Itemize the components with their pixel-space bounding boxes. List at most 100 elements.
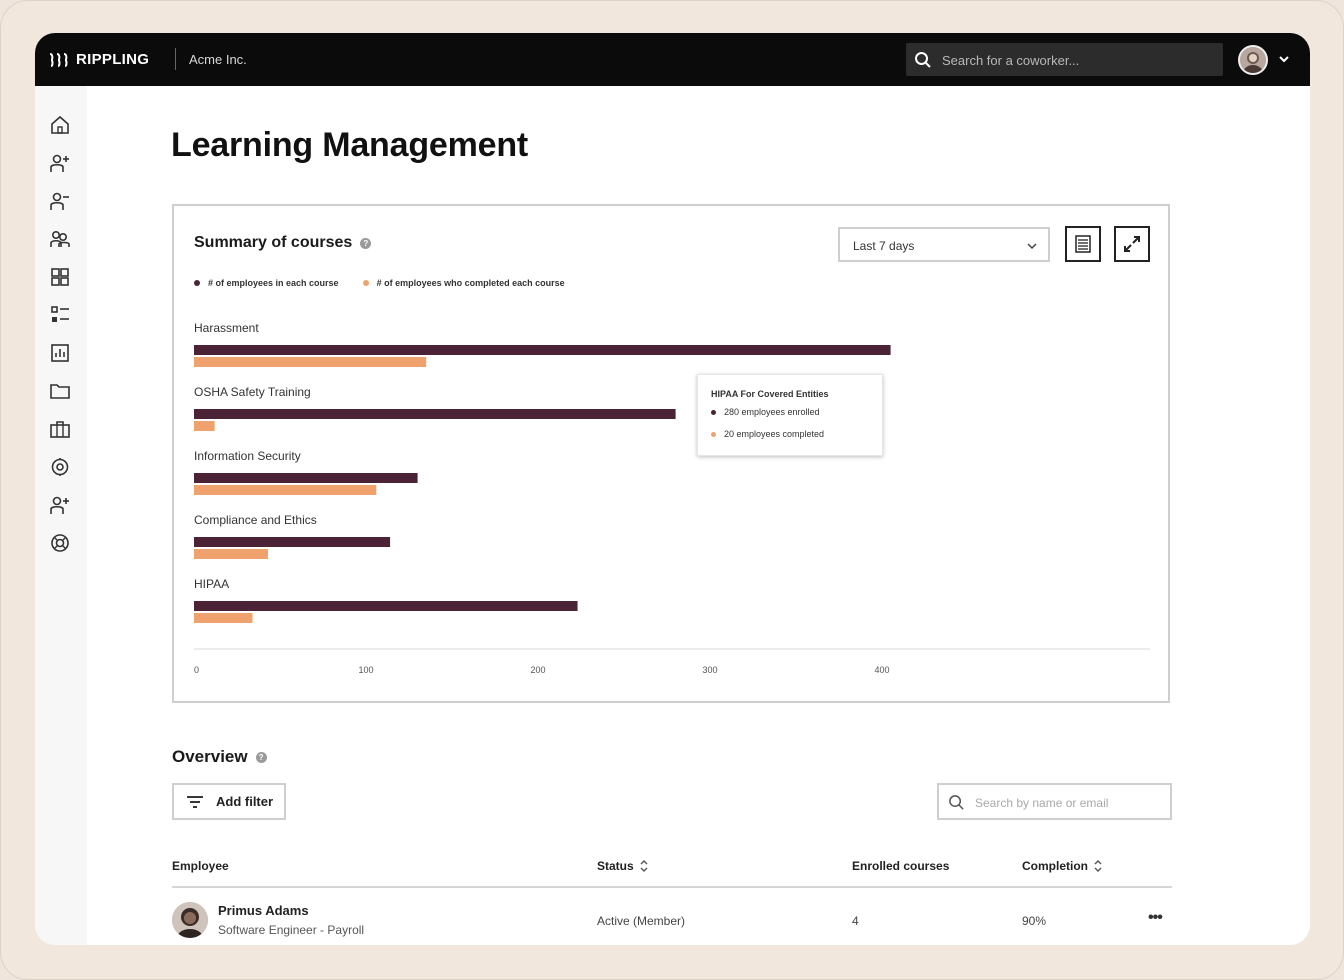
- column-header-employee-label: Employee: [172, 859, 229, 873]
- category-label-compliance-and-ethics: Compliance and Ethics: [194, 513, 317, 527]
- chevron-down-icon[interactable]: [1278, 53, 1290, 65]
- bar-enrolled-compliance-and-ethics[interactable]: [194, 537, 391, 547]
- info-icon[interactable]: ?: [360, 237, 372, 249]
- date-range-value: Last 7 days: [853, 239, 915, 253]
- add-filter-label: Add filter: [216, 794, 274, 809]
- user-photo-icon: [1240, 47, 1266, 73]
- legend-dot-enrolled: [194, 280, 200, 286]
- user-avatar[interactable]: [1238, 45, 1268, 75]
- search-icon: [915, 52, 931, 68]
- add-person-icon[interactable]: [49, 494, 71, 516]
- app-window: RIPPLING Acme Inc.: [35, 33, 1310, 945]
- list-view-icon: [1075, 235, 1091, 253]
- coworker-search: [906, 43, 1223, 76]
- employee-search: [937, 783, 1172, 820]
- course-bar-chart: Harassment OSHA Safety Training Informatio…: [194, 321, 1150, 675]
- overview-title: Overview ?: [172, 747, 267, 767]
- column-header-completion[interactable]: Completion: [1022, 859, 1102, 873]
- column-header-status[interactable]: Status: [597, 859, 648, 873]
- filter-icon: [187, 795, 203, 808]
- info-icon[interactable]: ?: [255, 751, 267, 763]
- column-header-status-label: Status: [597, 859, 634, 873]
- x-tick-label-0: 0: [194, 665, 199, 675]
- bar-enrolled-information-security[interactable]: [194, 473, 418, 483]
- bar-completed-hipaa[interactable]: [194, 613, 253, 623]
- tooltip-dot-completed: [711, 431, 716, 437]
- tooltip-dot-enrolled: [711, 409, 716, 415]
- chart-legend: # of employees in each course # of emplo…: [194, 278, 565, 288]
- x-tick-label-200: 200: [530, 665, 545, 675]
- company-name: Acme Inc.: [189, 52, 247, 67]
- bar-enrolled-hipaa[interactable]: [194, 601, 578, 611]
- employee-search-input[interactable]: [973, 794, 1167, 812]
- legend-dot-completed: [362, 280, 369, 286]
- list-icon[interactable]: [49, 304, 71, 326]
- coworker-search-input[interactable]: [940, 50, 1214, 71]
- employee-enrolled: 4: [852, 914, 859, 928]
- sort-icon: [640, 860, 648, 872]
- settings-icon[interactable]: [49, 456, 71, 478]
- briefcase-icon[interactable]: [49, 418, 71, 440]
- team-icon[interactable]: [49, 228, 71, 250]
- column-header-employee[interactable]: Employee: [172, 859, 229, 873]
- x-tick-label-400: 400: [874, 665, 889, 675]
- sort-icon: [1094, 860, 1102, 872]
- more-options-icon[interactable]: •••: [1148, 909, 1163, 926]
- brand-logo[interactable]: RIPPLING: [49, 51, 149, 68]
- table-view-button[interactable]: [1065, 226, 1101, 262]
- reports-icon[interactable]: [49, 342, 71, 364]
- bar-enrolled-harassment[interactable]: [194, 345, 891, 355]
- search-icon: [949, 795, 964, 810]
- overview-title-text: Overview: [172, 747, 248, 766]
- tooltip-enrolled: 280 employees enrolled: [724, 407, 820, 417]
- top-bar: RIPPLING Acme Inc.: [35, 33, 1310, 86]
- legend-item-enrolled: # of employees in each course: [194, 278, 339, 288]
- column-header-enrolled-label: Enrolled courses: [852, 859, 950, 873]
- tooltip-completed: 20 employees completed: [724, 429, 825, 439]
- tooltip-title: HIPAA For Covered Entities: [711, 389, 829, 399]
- add-filter-button[interactable]: Add filter: [172, 783, 286, 820]
- brand-divider: [175, 48, 176, 70]
- legend-label-enrolled: # of employees in each course: [208, 278, 339, 288]
- apps-grid-icon[interactable]: [49, 266, 71, 288]
- page-title: Learning Management: [171, 126, 529, 164]
- brand-name: RIPPLING: [76, 51, 150, 68]
- expand-icon: [1124, 236, 1140, 252]
- tooltip-completed-row: 20 employees completed: [711, 429, 824, 439]
- summary-card: Summary of courses ? Last 7 days: [172, 204, 1170, 703]
- summary-title: Summary of courses ?: [194, 234, 372, 252]
- bar-completed-information-security[interactable]: [194, 485, 377, 495]
- chart-tooltip: HIPAA For Covered Entities 280 employees…: [697, 374, 883, 456]
- help-icon[interactable]: [49, 532, 71, 554]
- summary-title-text: Summary of courses: [194, 234, 353, 251]
- home-icon[interactable]: [49, 114, 71, 136]
- category-label-osha-safety-training: OSHA Safety Training: [194, 385, 311, 399]
- bar-completed-compliance-and-ethics[interactable]: [194, 549, 268, 559]
- chevron-down-icon: [1027, 243, 1037, 250]
- bar-enrolled-osha-safety-training[interactable]: [194, 409, 676, 419]
- category-label-hipaa: HIPAA: [194, 577, 229, 591]
- tooltip-enrolled-row: 280 employees enrolled: [711, 407, 820, 417]
- bar-completed-osha-safety-training[interactable]: [194, 421, 215, 431]
- column-header-enrolled[interactable]: Enrolled courses: [852, 859, 949, 873]
- rippling-logo-icon: [49, 52, 68, 67]
- category-label-harassment: Harassment: [194, 321, 259, 335]
- column-header-completion-label: Completion: [1022, 859, 1088, 873]
- legend-label-completed: # of employees who completed each course: [376, 278, 565, 288]
- x-tick-label-100: 100: [358, 665, 373, 675]
- employee-status: Active (Member): [597, 914, 686, 928]
- expand-button[interactable]: [1114, 226, 1150, 262]
- date-range-select[interactable]: Last 7 days: [838, 227, 1050, 262]
- bar-completed-harassment[interactable]: [194, 357, 427, 367]
- legend-item-completed: # of employees who completed each course: [362, 278, 565, 288]
- category-label-information-security: Information Security: [194, 449, 301, 463]
- employee-avatar: [172, 902, 208, 938]
- x-tick-label-300: 300: [702, 665, 717, 675]
- employee-completion: 90%: [1022, 914, 1047, 928]
- add-person-icon[interactable]: [49, 152, 71, 174]
- table-row[interactable]: Primus Adams Software Engineer - Payroll…: [172, 897, 1172, 945]
- remove-person-icon[interactable]: [49, 190, 71, 212]
- folder-icon[interactable]: [49, 380, 71, 402]
- table-header-divider: [172, 886, 1172, 888]
- employee-name[interactable]: Primus Adams: [218, 903, 309, 918]
